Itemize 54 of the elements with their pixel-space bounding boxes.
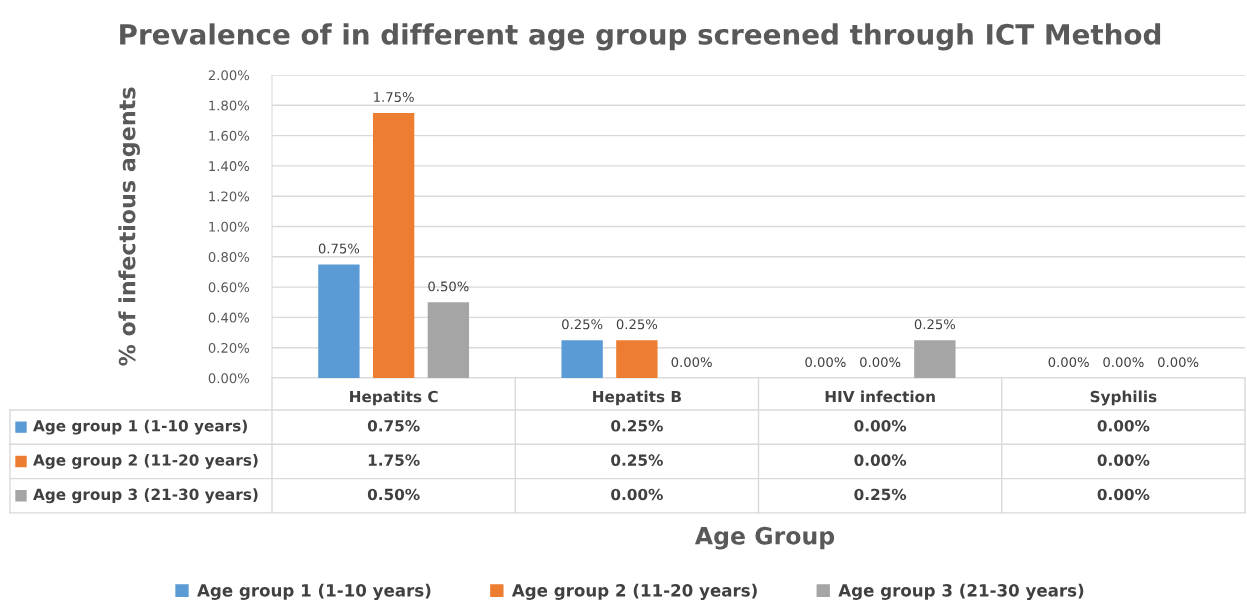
- bar: [318, 264, 360, 378]
- data-label: 0.25%: [611, 420, 663, 432]
- text: 0.75%: [318, 243, 360, 254]
- text: Age group 1 (1-10 years): [197, 583, 431, 600]
- text: 0.50%: [428, 281, 469, 292]
- legend-label: Age group 2 (11-20 years): [33, 454, 258, 469]
- bar: [561, 340, 603, 378]
- x-tick-label: Hepatits C: [350, 390, 438, 406]
- data-label: 0.25%: [611, 454, 663, 466]
- data-label: 0.00%: [854, 420, 907, 432]
- data-label: 0.00%: [1097, 454, 1150, 466]
- text: 0.00%: [805, 357, 846, 368]
- y-tick-label: 1.20%: [209, 191, 250, 202]
- bar: [616, 340, 658, 378]
- text: 1.75%: [374, 92, 414, 102]
- data-label: 0.25%: [854, 488, 907, 501]
- y-tick-label: 2.00%: [208, 70, 250, 81]
- y-tick-label: 1.40%: [209, 161, 250, 172]
- data-label: 0.00%: [611, 488, 663, 501]
- y-tick-label: 1.60%: [209, 130, 250, 141]
- y-tick-label: 0.40%: [208, 312, 250, 323]
- text: 0.00%: [1103, 357, 1144, 368]
- y-tick-label: 0.80%: [208, 252, 250, 262]
- bar: [427, 302, 470, 378]
- text: 0.25%: [914, 319, 956, 330]
- text: Age group 2 (11-20 years): [511, 583, 757, 600]
- data-label: 0.50%: [367, 488, 420, 501]
- bar: [372, 112, 415, 378]
- data-label: 1.75%: [368, 454, 420, 466]
- y-tick-label: 0.20%: [208, 342, 250, 353]
- bar: [914, 340, 956, 378]
- text: 0.25%: [616, 319, 658, 330]
- chart-title: Prevalence of in different age group screened through ICT Method: [120, 23, 1161, 51]
- text: 0.00%: [671, 357, 712, 368]
- data-label: 0.75%: [367, 420, 420, 432]
- y-tick-label: 1.00%: [209, 221, 250, 232]
- text: 0.00%: [860, 357, 901, 368]
- y-tick-label: 1.80%: [209, 100, 250, 111]
- text: 0.00%: [1048, 357, 1089, 368]
- y-axis-title: % of infectious agents: [118, 87, 140, 366]
- x-tick-label: HIV infection: [825, 390, 935, 403]
- data-label: 0.00%: [1097, 488, 1150, 501]
- y-tick-label: 0.60%: [208, 282, 250, 293]
- legend-label: Age group 1 (1-10 years): [33, 419, 247, 435]
- text: Age Group: [694, 526, 835, 550]
- text: 0.00%: [1158, 357, 1199, 368]
- data-label: 0.00%: [1097, 420, 1150, 432]
- y-tick-label: 0.00%: [208, 373, 250, 384]
- data-label: 0.00%: [854, 454, 907, 466]
- text: 0.25%: [562, 319, 603, 330]
- x-tick-label: Syphilis: [1090, 390, 1157, 406]
- text: Age group 3 (21-30 years): [838, 583, 1084, 600]
- x-tick-label: Hepatits B: [593, 390, 681, 406]
- legend-label: Age group 3 (21-30 years): [33, 488, 258, 504]
